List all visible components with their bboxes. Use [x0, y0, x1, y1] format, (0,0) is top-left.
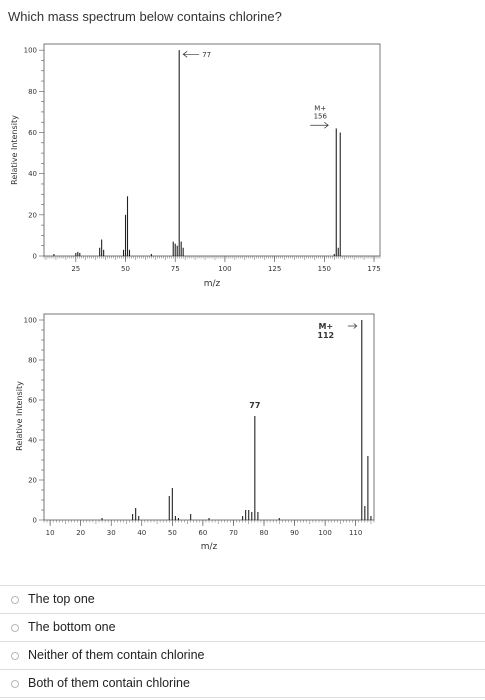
x-tick-label: 70	[229, 529, 238, 537]
option-label: Both of them contain chlorine	[28, 676, 190, 690]
y-tick-label: 100	[24, 47, 37, 55]
annotation-label: 156	[314, 112, 328, 120]
x-tick-label: 80	[260, 529, 269, 537]
top-spectrum-svg: 25 50 75 100 125 150 175 0 20 40 60 80 100 Relative I…	[10, 43, 381, 289]
x-tick-label: 100	[318, 529, 331, 537]
option-label: Neither of them contain chlorine	[28, 648, 205, 662]
question-text: Which mass spectrum below contains chlor…	[8, 9, 282, 24]
y-tick-label: 80	[28, 88, 37, 96]
y-tick-label: 40	[28, 437, 37, 445]
option-label: The bottom one	[28, 620, 116, 634]
y-tick-label: 20	[28, 211, 37, 219]
answer-options: The top one The bottom one Neither of th…	[0, 585, 485, 698]
y-tick-label: 20	[28, 477, 37, 485]
radio-icon[interactable]	[11, 680, 19, 688]
annotation-label: M+	[314, 104, 326, 112]
annotation-arrow	[310, 121, 329, 129]
x-axis-title: m/z	[204, 279, 221, 289]
radio-icon[interactable]	[11, 624, 19, 632]
y-tick-label: 40	[28, 170, 37, 178]
x-tick-label: 175	[367, 265, 380, 273]
y-tick-label: 60	[28, 129, 37, 137]
y-tick-label: 80	[28, 357, 37, 365]
top-mass-spectrum: 25 50 75 100 125 150 175 0 20 40 60 80 100 Relative I…	[0, 36, 400, 296]
x-tick-label: 25	[71, 265, 80, 273]
plot-frame	[43, 43, 381, 257]
x-axis-title: m/z	[201, 542, 218, 552]
option-bottom-one[interactable]: The bottom one	[0, 613, 485, 641]
option-top-one[interactable]: The top one	[0, 585, 485, 613]
radio-icon[interactable]	[11, 596, 19, 604]
plot-frame	[43, 313, 375, 521]
annotation-label: M+	[318, 322, 333, 331]
x-tick-label: 90	[290, 529, 299, 537]
x-tick-label: 110	[349, 529, 362, 537]
x-tick-label: 30	[107, 529, 116, 537]
x-tick-label: 50	[121, 265, 130, 273]
x-tick-label: 50	[168, 529, 177, 537]
x-tick-label: 20	[76, 529, 85, 537]
annotation-arrow	[182, 51, 200, 58]
x-tick-label: 40	[137, 529, 146, 537]
y-axis-title: Relative Intensity	[10, 115, 19, 185]
x-tick-label: 75	[171, 265, 180, 273]
radio-icon[interactable]	[11, 652, 19, 660]
x-tick-label: 100	[218, 265, 231, 273]
x-tick-label: 60	[198, 529, 207, 537]
y-tick-label: 100	[24, 317, 37, 325]
annotation-label: 77	[202, 51, 211, 59]
x-tick-label: 125	[268, 265, 281, 273]
y-tick-label: 0	[33, 253, 37, 261]
bottom-mass-spectrum: 10 20 30 40 50 60 70 80 90 100 110 0 20 40 60 80 100 Rela…	[0, 306, 400, 558]
y-tick-label: 60	[28, 397, 37, 405]
y-axis-title: Relative Intensity	[15, 381, 24, 451]
x-tick-label: 10	[46, 529, 55, 537]
x-minor-ticks	[43, 520, 375, 524]
option-label: The top one	[28, 592, 95, 606]
annotation-label: 77	[249, 401, 260, 410]
x-tick-label: 150	[318, 265, 331, 273]
option-neither[interactable]: Neither of them contain chlorine	[0, 641, 485, 669]
y-tick-label: 0	[33, 517, 37, 525]
x-minor-ticks	[43, 256, 381, 260]
option-both[interactable]: Both of them contain chlorine	[0, 669, 485, 698]
bottom-spectrum-svg: 10 20 30 40 50 60 70 80 90 100 110 0 20 40 60 80 100 Rela…	[15, 313, 375, 552]
annotation-arrow	[347, 323, 358, 329]
annotation-label: 112	[317, 331, 334, 340]
